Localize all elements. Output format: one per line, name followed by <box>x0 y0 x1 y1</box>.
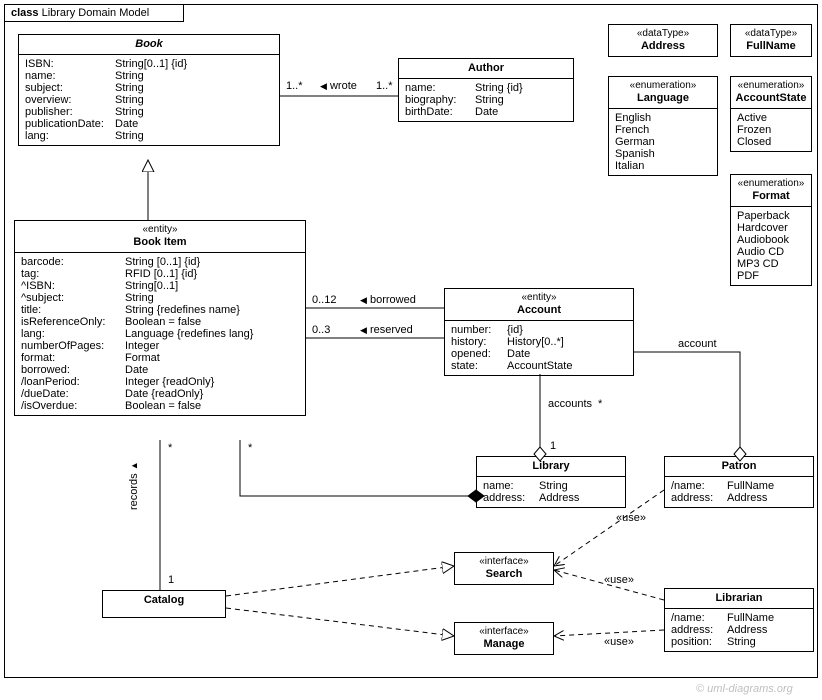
attr: history:History[0..*] <box>451 336 627 348</box>
class-librarian: Librarian /name:FullName address:Address… <box>664 588 814 652</box>
enum-value: Hardcover <box>737 222 805 234</box>
attr: ^ISBN:String[0..1] <box>21 280 299 292</box>
bookitem-stereo: «entity» <box>19 224 301 236</box>
label-use-2: «use» <box>604 574 634 586</box>
library-name: Library <box>532 460 569 472</box>
label-bi-star: * <box>248 442 252 454</box>
attr: /dueDate:Date {readOnly} <box>21 388 299 400</box>
attr: state:AccountState <box>451 360 627 372</box>
account-name: Account <box>517 304 561 316</box>
class-bookitem: «entity» Book Item barcode:String [0..1]… <box>14 220 306 416</box>
enum-value: English <box>615 112 711 124</box>
enum-value: Audio CD <box>737 246 805 258</box>
attr: lang:Language {redefines lang} <box>21 328 299 340</box>
attr: isReferenceOnly:Boolean = false <box>21 316 299 328</box>
attr: lang:String <box>25 130 273 142</box>
frame-prefix: class <box>11 7 39 19</box>
attr: ^subject:String <box>21 292 299 304</box>
label-borrowed-m: 0..12 <box>312 294 336 306</box>
enum-value: Closed <box>737 136 805 148</box>
datatype-address: «dataType»Address <box>608 24 718 57</box>
attr: publicationDate:Date <box>25 118 273 130</box>
attr: publisher:String <box>25 106 273 118</box>
manage-stereo: «interface» <box>459 626 549 638</box>
attr: /name:FullName <box>671 480 807 492</box>
attr: subject:String <box>25 82 273 94</box>
attr: overview:String <box>25 94 273 106</box>
class-book: Book ISBN:String[0..1] {id} name:String … <box>18 34 280 146</box>
attr: address:Address <box>671 624 807 636</box>
enum-value: Spanish <box>615 148 711 160</box>
enum-value: MP3 CD <box>737 258 805 270</box>
attr: position:String <box>671 636 807 648</box>
interface-search: «interface» Search <box>454 552 554 585</box>
class-library: Library name:String address:Address <box>476 456 626 508</box>
class-author: Author name:String {id} biography:String… <box>398 58 574 122</box>
label-accounts-m: * <box>598 398 602 410</box>
enum-value: Active <box>737 112 805 124</box>
label-reserved-m: 0..3 <box>312 324 330 336</box>
manage-name: Manage <box>484 638 525 650</box>
label-wrote-m1: 1..* <box>286 80 303 92</box>
search-stereo: «interface» <box>459 556 549 568</box>
enum-format: «enumeration»Format Paperback Hardcover … <box>730 174 812 286</box>
interface-manage: «interface» Manage <box>454 622 554 655</box>
frame-title: Library Domain Model <box>42 7 150 19</box>
attr: /isOverdue:Boolean = false <box>21 400 299 412</box>
author-name: Author <box>468 62 504 74</box>
search-name: Search <box>486 568 523 580</box>
label-account: account <box>678 338 717 350</box>
class-catalog: Catalog <box>102 590 226 618</box>
patron-name: Patron <box>722 460 757 472</box>
attr: barcode:String [0..1] {id} <box>21 256 299 268</box>
watermark: © uml-diagrams.org <box>696 683 793 695</box>
bookitem-name: Book Item <box>133 236 186 248</box>
book-name: Book <box>135 38 163 50</box>
attr: format:Format <box>21 352 299 364</box>
attr: borrowed:Date <box>21 364 299 376</box>
enum-value: German <box>615 136 711 148</box>
enum-accountstate: «enumeration»AccountState Active Frozen … <box>730 76 812 152</box>
label-use-3: «use» <box>604 636 634 648</box>
librarian-name: Librarian <box>715 592 762 604</box>
class-account: «entity» Account number:{id} history:His… <box>444 288 634 376</box>
label-reserved: ◀ reserved <box>360 324 413 336</box>
attr: /name:FullName <box>671 612 807 624</box>
enum-value: Italian <box>615 160 711 172</box>
label-records-m2: 1 <box>168 574 174 586</box>
account-stereo: «entity» <box>449 292 629 304</box>
attr: name:String <box>483 480 619 492</box>
label-records: records ▲ <box>128 461 140 510</box>
attr: title:String {redefines name} <box>21 304 299 316</box>
attr: biography:String <box>405 94 567 106</box>
attr: opened:Date <box>451 348 627 360</box>
label-accounts: accounts <box>548 398 592 410</box>
enum-value: PDF <box>737 270 805 282</box>
attr: /loanPeriod:Integer {readOnly} <box>21 376 299 388</box>
catalog-name: Catalog <box>144 594 184 606</box>
label-wrote-m2: 1..* <box>376 80 393 92</box>
enum-value: French <box>615 124 711 136</box>
enum-value: Audiobook <box>737 234 805 246</box>
label-lib-one: 1 <box>550 440 556 452</box>
enum-value: Paperback <box>737 210 805 222</box>
attr: tag:RFID [0..1] {id} <box>21 268 299 280</box>
attr: birthDate:Date <box>405 106 567 118</box>
frame-tab: class Library Domain Model <box>4 4 184 22</box>
label-borrowed: ◀ borrowed <box>360 294 416 306</box>
enum-language: «enumeration»Language English French Ger… <box>608 76 718 176</box>
attr: number:{id} <box>451 324 627 336</box>
attr: name:String <box>25 70 273 82</box>
enum-value: Frozen <box>737 124 805 136</box>
attr: address:Address <box>671 492 807 504</box>
attr: ISBN:String[0..1] {id} <box>25 58 273 70</box>
attr: name:String {id} <box>405 82 567 94</box>
attr: address:Address <box>483 492 619 504</box>
datatype-fullname: «dataType»FullName <box>730 24 812 57</box>
class-patron: Patron /name:FullName address:Address <box>664 456 814 508</box>
label-wrote: ◀ wrote <box>320 80 357 92</box>
attr: numberOfPages:Integer <box>21 340 299 352</box>
label-use-1: «use» <box>616 512 646 524</box>
label-records-m1: * <box>168 442 172 454</box>
